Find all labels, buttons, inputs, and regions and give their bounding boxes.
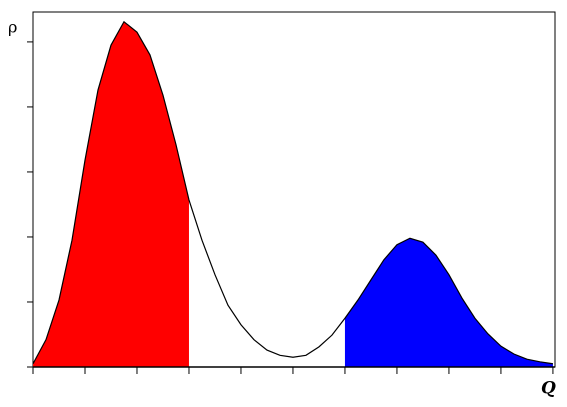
density-line: [32, 20, 554, 365]
shaded-area: [344, 238, 553, 367]
shaded-area: [33, 21, 189, 367]
x-axis-label: Q: [541, 379, 556, 399]
y-axis-label: ρ: [8, 18, 17, 37]
